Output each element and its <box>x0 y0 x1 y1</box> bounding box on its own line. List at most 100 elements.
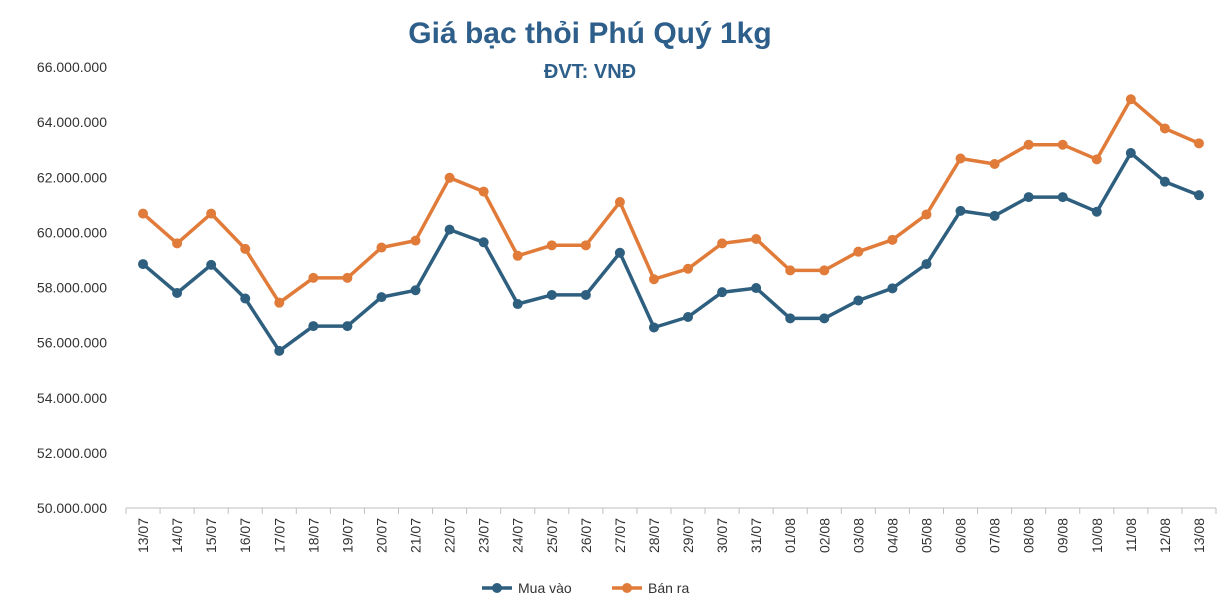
x-tick-label: 25/07 <box>544 518 560 553</box>
y-axis-labels: 50.000.000 52.000.000 54.000.000 56.000.000… <box>37 59 107 516</box>
x-tick-label: 26/07 <box>578 518 594 553</box>
data-point <box>648 274 659 285</box>
legend-item: Bán ra <box>612 580 689 596</box>
series-layer <box>138 94 1204 356</box>
data-point <box>478 237 489 248</box>
data-point <box>410 235 421 246</box>
data-point <box>138 208 149 219</box>
data-point <box>853 246 864 257</box>
data-point <box>717 287 728 298</box>
data-point <box>444 224 455 235</box>
data-point <box>785 313 796 324</box>
data-point <box>1057 139 1068 150</box>
x-tick-label: 02/08 <box>816 518 832 553</box>
x-tick-label: 08/08 <box>1021 518 1037 553</box>
data-point <box>1023 139 1034 150</box>
legend: Mua vào Bán ra <box>482 580 689 596</box>
data-point <box>683 263 694 274</box>
data-point <box>512 299 523 310</box>
y-tick-label: 52.000.000 <box>37 445 107 461</box>
x-tick-label: 11/08 <box>1123 518 1139 552</box>
y-tick-label: 56.000.000 <box>37 335 107 351</box>
data-point <box>1091 206 1102 217</box>
data-point <box>342 321 353 332</box>
data-point <box>206 259 217 270</box>
data-point <box>444 172 455 183</box>
data-point <box>683 311 694 322</box>
x-tick-label: 21/07 <box>408 518 424 553</box>
data-point <box>1125 94 1136 105</box>
data-point <box>512 250 523 261</box>
x-tick-label: 17/07 <box>271 518 287 553</box>
x-tick-marks <box>125 508 1217 514</box>
data-point <box>955 153 966 164</box>
x-tick-label: 23/07 <box>476 518 492 553</box>
y-tick-label: 50.000.000 <box>37 500 107 516</box>
series-line <box>141 97 1200 305</box>
x-tick-label: 15/07 <box>203 518 219 553</box>
data-point <box>989 159 1000 170</box>
data-point <box>1023 192 1034 203</box>
x-tick-label: 06/08 <box>953 518 969 553</box>
y-tick-label: 64.000.000 <box>37 114 107 130</box>
series-mua-vao <box>138 147 1204 356</box>
x-tick-label: 20/07 <box>373 518 389 553</box>
data-point <box>308 272 319 283</box>
data-point <box>853 295 864 306</box>
data-point <box>274 297 285 308</box>
x-tick-label: 12/08 <box>1157 518 1173 553</box>
data-point <box>172 288 183 299</box>
data-point <box>614 197 625 208</box>
data-point <box>785 265 796 276</box>
data-point <box>172 238 183 249</box>
data-point <box>751 283 762 294</box>
data-point <box>580 289 591 300</box>
legend-marker <box>622 583 632 593</box>
data-point <box>206 208 217 219</box>
data-point <box>921 209 932 220</box>
data-point <box>478 186 489 197</box>
data-point <box>138 259 149 270</box>
x-tick-label: 22/07 <box>442 518 458 553</box>
x-tick-label: 29/07 <box>680 518 696 553</box>
chart-subtitle: ĐVT: VNĐ <box>544 61 636 83</box>
data-point <box>819 265 830 276</box>
data-point <box>1193 138 1204 149</box>
y-tick-label: 66.000.000 <box>37 59 107 75</box>
x-tick-label: 18/07 <box>305 518 321 553</box>
data-point <box>376 242 387 253</box>
data-point <box>989 210 1000 221</box>
data-point <box>580 240 591 251</box>
data-point <box>1159 176 1170 187</box>
y-tick-label: 62.000.000 <box>37 169 107 185</box>
data-point <box>921 259 932 270</box>
chart-title: Giá bạc thỏi Phú Quý 1kg <box>408 17 771 50</box>
data-point <box>240 293 251 304</box>
data-point <box>410 285 421 296</box>
x-tick-label: 13/07 <box>135 518 151 553</box>
data-point <box>614 247 625 258</box>
x-tick-label: 16/07 <box>237 518 253 553</box>
x-tick-label: 13/08 <box>1191 518 1207 553</box>
x-tick-label: 27/07 <box>612 518 628 553</box>
data-point <box>819 313 830 324</box>
x-tick-label: 04/08 <box>884 518 900 553</box>
x-axis-labels: 13/07 14/07 15/07 16/07 17/07 18/07 19/07 20/07… <box>135 518 1207 553</box>
data-point <box>717 238 728 249</box>
data-point <box>887 283 898 294</box>
x-tick-label: 01/08 <box>782 518 798 553</box>
legend-marker <box>492 583 502 593</box>
data-point <box>648 322 659 333</box>
x-tick-label: 14/07 <box>169 518 185 553</box>
data-point <box>376 292 387 303</box>
data-point <box>1125 147 1136 158</box>
data-point <box>887 234 898 245</box>
x-tick-label: 09/08 <box>1055 518 1071 553</box>
data-point <box>1193 190 1204 201</box>
data-point <box>342 272 353 283</box>
data-point <box>546 240 557 251</box>
data-point <box>751 233 762 244</box>
series-ban-ra <box>138 94 1204 308</box>
data-point <box>1159 123 1170 134</box>
